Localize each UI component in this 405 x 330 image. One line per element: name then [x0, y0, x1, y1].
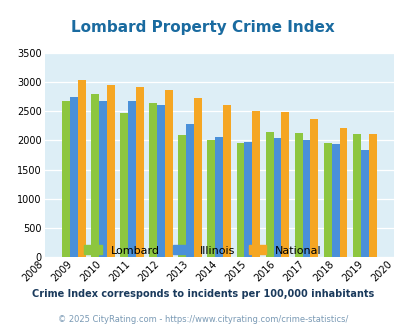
Bar [107, 85, 114, 257]
Bar [178, 135, 186, 257]
Bar [360, 150, 368, 257]
Bar [62, 101, 70, 257]
Bar [236, 143, 244, 257]
Bar [223, 105, 230, 257]
Bar [323, 143, 331, 257]
Bar [99, 101, 107, 257]
Text: Lombard Property Crime Index: Lombard Property Crime Index [71, 20, 334, 35]
Bar [294, 133, 302, 257]
Bar [339, 128, 347, 257]
Bar [194, 98, 201, 257]
Bar [186, 123, 194, 257]
Bar [273, 138, 281, 257]
Legend: Lombard, Illinois, National: Lombard, Illinois, National [79, 241, 326, 260]
Bar [207, 141, 215, 257]
Bar [149, 103, 157, 257]
Bar [302, 140, 310, 257]
Bar [120, 113, 128, 257]
Bar [244, 142, 252, 257]
Bar [368, 134, 375, 257]
Bar [215, 137, 223, 257]
Text: © 2025 CityRating.com - https://www.cityrating.com/crime-statistics/: © 2025 CityRating.com - https://www.city… [58, 315, 347, 324]
Bar [70, 97, 77, 257]
Bar [281, 113, 288, 257]
Bar [164, 90, 173, 257]
Bar [310, 119, 318, 257]
Bar [77, 80, 85, 257]
Bar [352, 134, 360, 257]
Bar [128, 101, 136, 257]
Bar [136, 87, 143, 257]
Text: Crime Index corresponds to incidents per 100,000 inhabitants: Crime Index corresponds to incidents per… [32, 289, 373, 299]
Bar [157, 105, 164, 257]
Bar [91, 94, 99, 257]
Bar [265, 132, 273, 257]
Bar [252, 111, 260, 257]
Bar [331, 144, 339, 257]
